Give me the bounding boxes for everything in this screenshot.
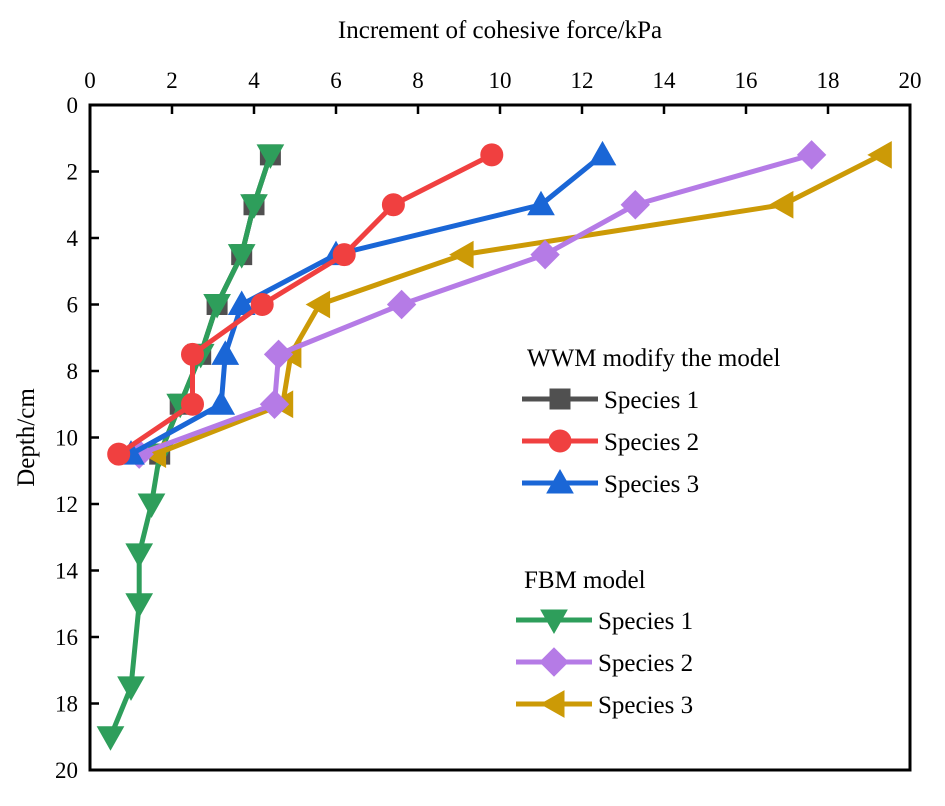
x-tick-label: 12 (571, 68, 594, 93)
legend-swatch-marker (539, 690, 565, 718)
x-tick-label: 8 (412, 68, 424, 93)
x-axis-title: Increment of cohesive force/kPa (338, 17, 662, 44)
legend-swatch-marker (546, 468, 574, 494)
data-point (381, 193, 405, 217)
data-point (480, 143, 504, 167)
y-tick-label: 16 (55, 625, 78, 650)
data-point (107, 442, 131, 466)
legend-group-title: WWM modify the model (527, 345, 780, 372)
x-tick-label: 4 (248, 68, 260, 93)
legend-group-title: FBM model (524, 567, 646, 594)
data-point (530, 239, 560, 270)
legend-item: Species 3 (516, 690, 693, 719)
y-tick-label: 20 (55, 758, 78, 783)
data-point (796, 140, 827, 170)
data-point (211, 340, 240, 365)
data-point (259, 389, 290, 419)
data-point (227, 290, 256, 315)
data-point (305, 290, 331, 319)
series-circle (107, 143, 504, 466)
legend-label: Species 2 (604, 429, 699, 456)
axis-ticks: 0 2 4 6 8 10 12 14 16 18 20 0 2 4 6 8 10 12 14 16 18 20 (55, 68, 922, 783)
y-tick-label: 8 (67, 359, 79, 384)
data-point (203, 294, 231, 319)
legend-label: Species 3 (598, 692, 693, 719)
legend-group: WWM modify the model Species 1 Species 2 Sp… (522, 345, 780, 498)
data-point (263, 339, 294, 370)
legend-label: Species 2 (598, 650, 693, 677)
data-point (181, 342, 204, 366)
y-axis-title: Depth/cm (13, 388, 40, 487)
legend-item: Species 1 (522, 387, 699, 414)
legend-item: Species 2 (522, 429, 699, 456)
y-tick-label: 14 (55, 559, 79, 584)
legend-item: Species 1 (516, 608, 693, 635)
data-point (768, 190, 794, 219)
legend-label: Species 1 (604, 387, 699, 414)
x-tick-label: 6 (330, 68, 342, 93)
data-point (867, 141, 892, 169)
data-point (117, 676, 145, 701)
data-point (181, 392, 204, 416)
legend-swatch-marker (540, 609, 568, 635)
x-tick-label: 16 (735, 68, 758, 93)
legend-label: Species 1 (598, 608, 693, 635)
plot-frame (88, 103, 912, 772)
x-tick-label: 2 (166, 68, 178, 93)
y-tick-label: 10 (55, 426, 78, 451)
legend: WWM modify the model Species 1 Species 2 Sp… (516, 345, 780, 719)
series-triangle-up (117, 140, 617, 465)
y-tick-label: 4 (67, 226, 79, 251)
data-point (125, 593, 154, 618)
y-tick-label: 18 (55, 692, 78, 717)
data-point (227, 244, 256, 269)
legend-item: Species 2 (516, 647, 693, 677)
data-point (386, 289, 417, 320)
data-point (240, 194, 268, 219)
y-tick-label: 2 (67, 160, 79, 185)
data-point (250, 293, 274, 316)
x-tick-label: 0 (84, 68, 96, 93)
data-point (125, 543, 154, 568)
legend-swatch-marker (539, 647, 569, 677)
legend-group: FBM model Species 1 Species 2 Species 3 (516, 567, 693, 719)
x-tick-label: 14 (653, 68, 677, 93)
x-tick-label: 10 (489, 68, 512, 93)
series-layer (96, 140, 892, 751)
data-point (527, 190, 555, 216)
legend-swatch-marker (548, 429, 572, 453)
legend-label: Species 3 (604, 471, 699, 498)
data-point (96, 726, 125, 751)
data-point (620, 190, 651, 220)
x-tick-label: 20 (899, 68, 922, 93)
data-point (588, 140, 617, 166)
legend-item: Species 3 (522, 468, 699, 498)
series-diamond (124, 140, 827, 469)
y-tick-label: 0 (67, 93, 79, 118)
data-point (332, 243, 356, 267)
data-point (256, 144, 285, 169)
y-tick-label: 12 (55, 492, 78, 517)
data-point (449, 240, 474, 269)
y-tick-label: 6 (67, 293, 79, 318)
data-point (207, 390, 236, 415)
data-point (137, 493, 166, 519)
x-tick-label: 18 (817, 68, 840, 93)
legend-swatch-marker (549, 388, 571, 410)
